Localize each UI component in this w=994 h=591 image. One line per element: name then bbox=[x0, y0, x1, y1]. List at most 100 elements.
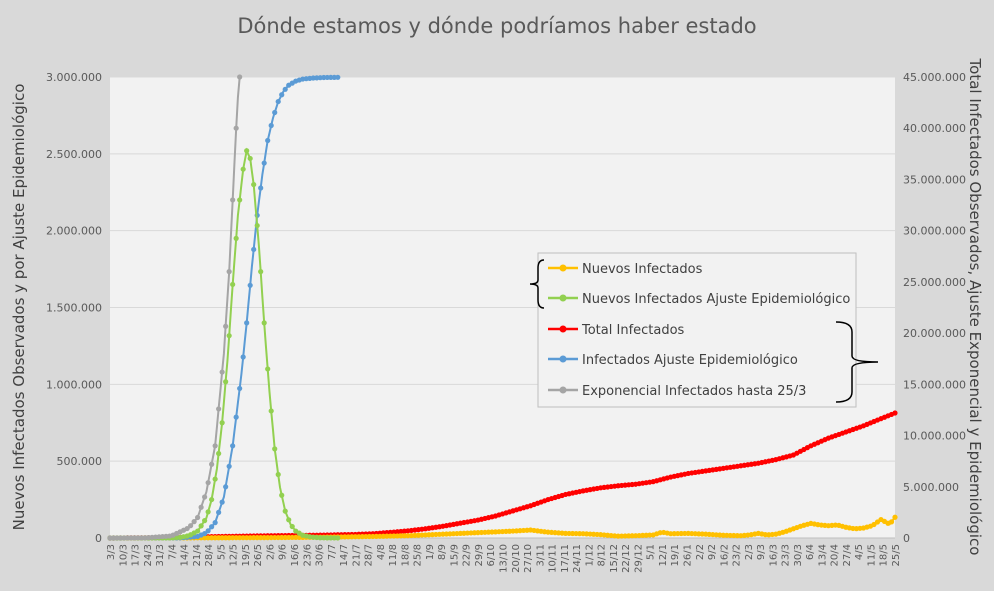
right-tick-label: 25.000.000 bbox=[903, 276, 966, 289]
series-point bbox=[237, 197, 243, 203]
x-tick-label: 7/4 bbox=[167, 544, 178, 560]
x-tick-label: 2/2 bbox=[695, 544, 706, 560]
series-4 bbox=[107, 74, 243, 541]
right-tick-label: 40.000.000 bbox=[903, 122, 966, 135]
series-point bbox=[237, 74, 243, 80]
series-point bbox=[289, 523, 295, 530]
series-point bbox=[209, 496, 215, 503]
series-point bbox=[198, 523, 204, 529]
series-point bbox=[230, 443, 236, 449]
series-point bbox=[240, 354, 246, 360]
series-point bbox=[195, 528, 201, 534]
right-axis-title: Total Infectados Observados, Ajuste Expo… bbox=[966, 58, 984, 556]
x-tick-label: 13/4 bbox=[817, 544, 828, 566]
series-point bbox=[247, 282, 253, 288]
left-tick-label: 1.500.000 bbox=[46, 302, 102, 315]
series-point bbox=[216, 450, 222, 457]
x-tick-label: 18/8 bbox=[400, 544, 411, 566]
x-tick-label: 6/4 bbox=[805, 544, 816, 560]
right-tick-label: 35.000.000 bbox=[903, 173, 966, 186]
x-tick-label: 11/5 bbox=[866, 544, 877, 566]
legend-swatch-marker bbox=[559, 325, 567, 333]
x-tick-label: 22/12 bbox=[621, 544, 632, 573]
right-tick-label: 20.000.000 bbox=[903, 327, 966, 340]
x-tick-label: 26/1 bbox=[682, 544, 693, 566]
series-point bbox=[240, 166, 246, 172]
x-tick-label: 3/11 bbox=[535, 544, 546, 566]
right-tick-label: 45.000.000 bbox=[903, 71, 966, 84]
series-point bbox=[272, 109, 278, 116]
series-point bbox=[188, 523, 194, 529]
x-tick-label: 25/8 bbox=[413, 544, 424, 566]
legend-label: Nuevos Infectados Ajuste Epidemiológico bbox=[582, 292, 850, 307]
x-tick-label: 13/10 bbox=[499, 544, 510, 573]
series-point bbox=[230, 281, 236, 288]
x-tick-label: 14/7 bbox=[339, 544, 350, 566]
left-axis-title: Nuevos Infectados Observados y por Ajust… bbox=[10, 84, 28, 531]
left-tick-label: 0 bbox=[95, 532, 102, 545]
x-tick-label: 5/5 bbox=[216, 544, 227, 560]
series-point bbox=[251, 181, 257, 188]
legend-label: Exponencial Infectados hasta 25/3 bbox=[582, 384, 806, 399]
series-point bbox=[226, 333, 232, 339]
series-point bbox=[223, 323, 229, 329]
x-tick-label: 27/10 bbox=[523, 544, 534, 573]
series-point bbox=[226, 269, 232, 275]
x-tick-label: 2/6 bbox=[265, 544, 276, 560]
x-tick-label: 9/3 bbox=[756, 544, 767, 560]
x-tick-label: 22/9 bbox=[462, 544, 473, 566]
x-tick-label: 21/7 bbox=[351, 544, 362, 566]
series-point bbox=[184, 525, 190, 532]
x-tick-label: 8/9 bbox=[437, 544, 448, 560]
series-point bbox=[282, 86, 288, 92]
legend-bracket-right bbox=[835, 321, 879, 403]
x-tick-label: 29/9 bbox=[474, 544, 485, 566]
x-tick-label: 20/10 bbox=[511, 544, 522, 573]
series-point bbox=[202, 518, 208, 524]
series-point bbox=[892, 514, 898, 520]
x-tick-label: 8/12 bbox=[597, 544, 608, 566]
x-tick-label: 6/10 bbox=[486, 544, 497, 566]
legend-box bbox=[537, 252, 857, 408]
series-point bbox=[286, 517, 292, 523]
series-point bbox=[212, 476, 218, 482]
left-axis-ticks: 0 500.000 1.000.000 1.500.000 2.000.000 2.500… bbox=[46, 71, 102, 545]
x-axis-ticks: 3/3 10/3 17/3 24/3 31/3 7/4 14/4 21/4 28/4 5/5 12/… bbox=[106, 537, 902, 573]
x-tick-label: 1/12 bbox=[584, 544, 595, 566]
x-tick-label: 16/2 bbox=[719, 544, 730, 566]
legend: Nuevos Infectados Nuevos Infectados Ajust… bbox=[529, 252, 879, 408]
x-tick-label: 16/6 bbox=[290, 544, 301, 566]
series-point bbox=[205, 509, 211, 515]
x-tick-label: 12/5 bbox=[229, 544, 240, 566]
series-point bbox=[247, 155, 253, 162]
series-point bbox=[233, 414, 239, 420]
x-tick-label: 17/11 bbox=[560, 544, 571, 573]
x-tick-label: 30/6 bbox=[315, 544, 326, 566]
x-tick-label: 28/7 bbox=[364, 544, 375, 566]
series-point bbox=[258, 185, 264, 191]
x-tick-label: 12/1 bbox=[658, 544, 669, 566]
series-point bbox=[202, 530, 208, 537]
series-point bbox=[195, 514, 201, 521]
x-tick-label: 16/3 bbox=[768, 544, 779, 566]
series-point bbox=[265, 137, 271, 144]
x-tick-label: 7/7 bbox=[327, 544, 338, 560]
x-tick-label: 17/3 bbox=[131, 544, 142, 566]
series-point bbox=[205, 528, 211, 534]
right-tick-label: 0 bbox=[903, 532, 910, 545]
x-tick-label: 24/3 bbox=[143, 544, 154, 566]
series-point bbox=[219, 420, 225, 426]
series-point bbox=[272, 446, 278, 452]
series-point bbox=[244, 148, 250, 154]
chart-title: Dónde estamos y dónde podríamos haber es… bbox=[237, 14, 756, 38]
x-tick-label: 19/5 bbox=[241, 544, 252, 566]
series-point bbox=[268, 122, 274, 129]
series-point bbox=[209, 461, 215, 467]
right-tick-label: 30.000.000 bbox=[903, 225, 966, 238]
x-tick-label: 14/4 bbox=[180, 544, 191, 566]
series-point bbox=[219, 369, 225, 375]
x-tick-label: 23/6 bbox=[302, 544, 313, 566]
series-point bbox=[230, 197, 236, 203]
